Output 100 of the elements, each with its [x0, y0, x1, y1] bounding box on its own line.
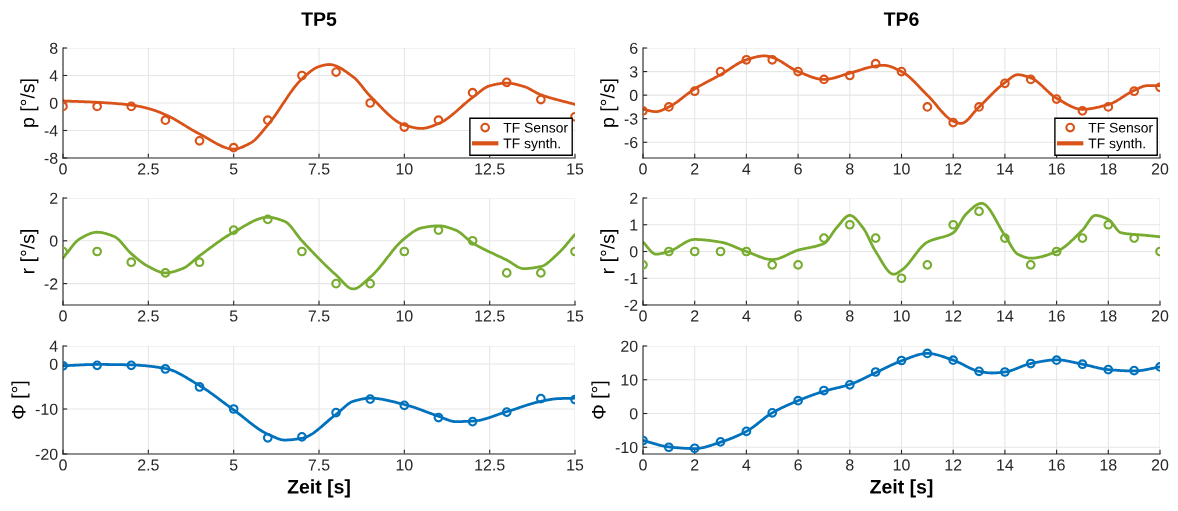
- point: [793, 260, 803, 270]
- y-tick-label: 6: [630, 42, 638, 54]
- x-tick-label: 10: [893, 459, 910, 471]
- y-tick-label: 0: [49, 358, 58, 370]
- point: [870, 367, 881, 377]
- x-axis-title: Zeit [s]: [287, 479, 350, 498]
- x-tick-label: 2: [691, 163, 699, 175]
- point: [1103, 102, 1114, 112]
- point: [399, 246, 410, 257]
- point: [1077, 233, 1088, 243]
- point: [819, 233, 829, 243]
- point: [331, 67, 341, 77]
- x-tick-label: 7.5: [308, 310, 330, 322]
- x-tick-label: 5: [229, 459, 238, 471]
- x-tick-label: 0: [59, 163, 67, 175]
- point: [262, 115, 273, 126]
- y-axis-title: p [°/s]: [20, 79, 39, 127]
- point: [767, 54, 778, 65]
- point: [663, 442, 674, 453]
- point: [948, 355, 959, 366]
- point: [1025, 260, 1036, 270]
- point: [715, 246, 726, 257]
- y-axis-title: p [°/s]: [600, 79, 619, 127]
- x-tick-label: 5: [229, 163, 238, 175]
- y-tick-label: 0: [49, 97, 58, 109]
- point: [160, 364, 171, 374]
- x-tick-label: 8: [846, 310, 854, 322]
- point: [467, 235, 478, 246]
- y-tick-label: -10: [35, 403, 58, 415]
- point: [1129, 86, 1140, 97]
- point: [1051, 355, 1062, 366]
- x-tick-label: 0: [59, 310, 67, 322]
- x-tick-label: 12.5: [475, 310, 505, 322]
- point: [1025, 74, 1036, 85]
- point: [126, 101, 137, 112]
- y-tick-label: 0: [629, 89, 638, 102]
- legend-label: TF Sensor: [1088, 122, 1153, 133]
- y-tick-label: 0: [629, 408, 638, 420]
- x-tick-label: 10: [893, 163, 910, 175]
- x-tick-label: 0: [59, 459, 67, 471]
- x-tick-label: 14: [997, 459, 1014, 471]
- point: [536, 393, 546, 404]
- point: [896, 355, 907, 366]
- point: [228, 142, 239, 153]
- y-tick-label: 4: [49, 340, 58, 352]
- point: [1129, 365, 1140, 376]
- point: [536, 268, 546, 278]
- y-tick-label: -4: [44, 125, 58, 137]
- x-tick-label: 0: [639, 459, 647, 471]
- point: [228, 225, 239, 235]
- point: [1077, 359, 1088, 370]
- point: [741, 246, 752, 257]
- point: [1051, 94, 1062, 104]
- point: [501, 407, 512, 418]
- x-tick-label: 16: [1048, 163, 1065, 175]
- point: [922, 102, 933, 112]
- x-tick-label: 2: [691, 459, 699, 471]
- point: [948, 219, 959, 230]
- chart-title: TP5: [301, 12, 337, 26]
- x-tick-label: 10: [396, 459, 413, 471]
- x-tick-label: 15: [567, 459, 584, 471]
- y-tick-label: -1: [624, 273, 638, 285]
- x-tick-label: 2: [691, 310, 699, 322]
- chart-title: TP6: [883, 12, 919, 26]
- point: [160, 268, 171, 278]
- point: [467, 87, 478, 98]
- point: [1077, 106, 1088, 116]
- x-tick-label: 12: [945, 459, 962, 471]
- point: [365, 98, 376, 108]
- point: [194, 257, 205, 268]
- point: [194, 382, 205, 392]
- point: [741, 54, 752, 65]
- point: [689, 443, 700, 454]
- point: [715, 436, 726, 447]
- x-tick-label: 6: [794, 163, 802, 175]
- y-tick-label: 1: [630, 219, 638, 231]
- legend-label: TF synth.: [1088, 138, 1145, 152]
- x-tick-label: 6: [794, 459, 802, 471]
- point: [467, 416, 478, 427]
- point: [715, 66, 726, 77]
- point: [922, 348, 933, 359]
- point: [767, 260, 778, 270]
- x-tick-label: 8: [846, 459, 854, 471]
- point: [297, 70, 307, 81]
- point: [1000, 233, 1010, 243]
- y-axis-title: Φ [°]: [11, 381, 30, 419]
- y-tick-label: 8: [49, 42, 58, 54]
- x-tick-label: 20: [1151, 163, 1169, 175]
- x-tick-label: 2.5: [138, 163, 159, 175]
- y-tick-label: 0: [629, 246, 638, 258]
- y-tick-label: -10: [615, 441, 638, 454]
- legend-label: TF synth.: [503, 138, 560, 152]
- point: [1000, 367, 1010, 377]
- point: [663, 102, 674, 112]
- x-tick-label: 14: [997, 310, 1014, 322]
- point: [844, 70, 855, 81]
- point: [536, 94, 546, 105]
- point: [896, 273, 907, 284]
- x-tick-label: 4: [742, 459, 751, 471]
- point: [1000, 78, 1010, 89]
